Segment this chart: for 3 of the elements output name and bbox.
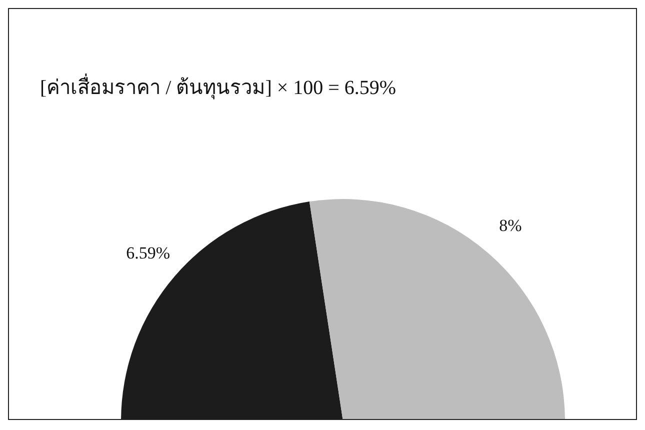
chart-title: [ค่าเสื่อมราคา / ต้นทุนรวม] × 100 = 6.59%	[40, 73, 396, 100]
data-label: 8%	[499, 216, 522, 236]
data-label: 6.59%	[126, 244, 170, 263]
